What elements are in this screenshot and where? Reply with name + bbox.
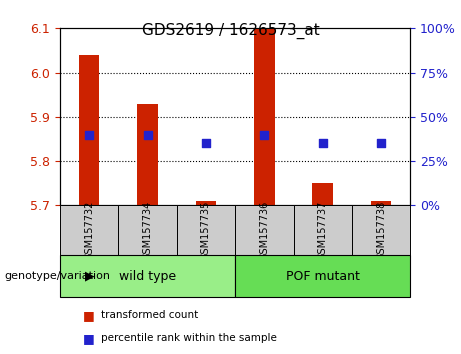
Point: [260, 132, 268, 137]
Text: transformed count: transformed count: [101, 310, 199, 320]
Text: genotype/variation: genotype/variation: [5, 271, 111, 281]
FancyBboxPatch shape: [60, 255, 235, 297]
Text: percentile rank within the sample: percentile rank within the sample: [101, 333, 278, 343]
Point: [202, 141, 210, 146]
Point: [319, 141, 326, 146]
Text: ▶: ▶: [85, 270, 95, 282]
Text: GSM157735: GSM157735: [201, 200, 211, 260]
FancyBboxPatch shape: [294, 205, 352, 255]
Text: ■: ■: [83, 332, 95, 344]
FancyBboxPatch shape: [118, 205, 177, 255]
Point: [85, 132, 93, 137]
FancyBboxPatch shape: [235, 205, 294, 255]
FancyBboxPatch shape: [177, 205, 235, 255]
Bar: [371, 201, 391, 205]
Bar: [313, 183, 333, 205]
Text: POF mutant: POF mutant: [286, 270, 360, 282]
FancyBboxPatch shape: [60, 205, 118, 255]
Text: wild type: wild type: [119, 270, 176, 282]
Text: GSM157736: GSM157736: [259, 200, 269, 260]
Text: GSM157734: GSM157734: [142, 200, 153, 260]
Bar: [195, 201, 216, 205]
Text: GSM157737: GSM157737: [318, 200, 328, 260]
Text: ■: ■: [83, 309, 95, 321]
Text: GSM157732: GSM157732: [84, 200, 94, 260]
Point: [378, 141, 385, 146]
Bar: [137, 104, 158, 205]
FancyBboxPatch shape: [352, 205, 410, 255]
Bar: [254, 28, 275, 205]
Point: [144, 132, 151, 137]
Bar: [79, 55, 100, 205]
Text: GDS2619 / 1626573_at: GDS2619 / 1626573_at: [142, 23, 319, 39]
Text: GSM157738: GSM157738: [376, 200, 386, 260]
FancyBboxPatch shape: [235, 255, 410, 297]
